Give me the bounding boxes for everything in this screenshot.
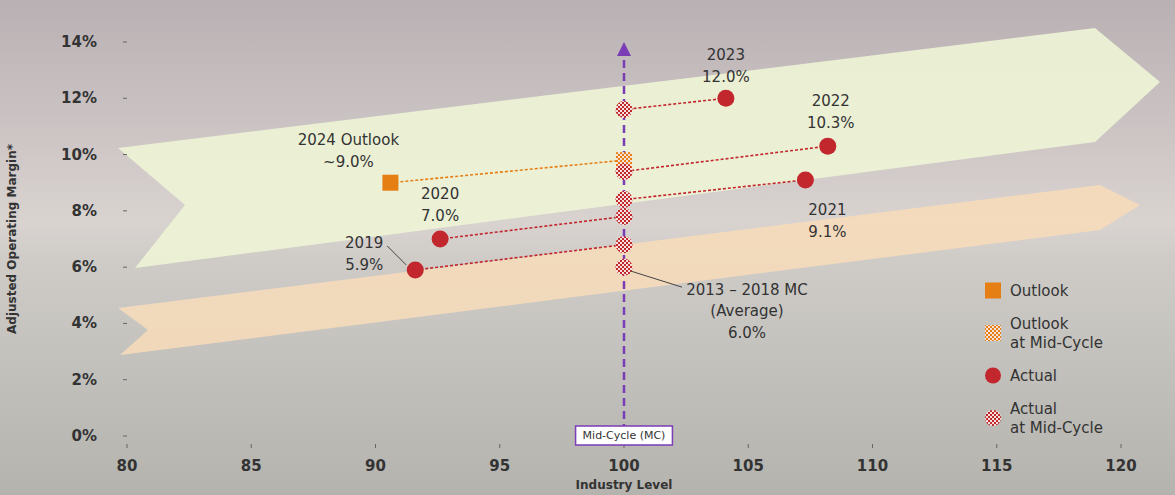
y-axis-title: Adjusted Operating Margin* <box>5 143 19 334</box>
value-label: ~9.0% <box>323 153 374 171</box>
labels: 2024 Outlook ~9.0% 2019 5.9% 2020 7.0% 2021 9.1… <box>298 46 855 342</box>
point <box>616 208 633 225</box>
point <box>616 101 633 118</box>
point <box>616 259 633 276</box>
x-tick <box>996 444 997 448</box>
x-tick <box>251 444 252 448</box>
x-tick <box>748 444 749 448</box>
y-tick <box>123 42 127 43</box>
y-tick <box>123 210 127 211</box>
y-tick <box>123 154 127 155</box>
point <box>797 171 814 188</box>
point-label: 2020 <box>421 185 459 203</box>
x-tick-label: 85 <box>241 457 262 475</box>
connector <box>624 180 805 200</box>
value-label: 9.1% <box>808 223 846 241</box>
point-label: 2021 <box>808 201 846 219</box>
point-label: 2019 <box>345 234 383 252</box>
y-tick <box>123 98 127 99</box>
point <box>432 231 449 248</box>
x-tick <box>499 444 500 448</box>
band-lower <box>118 185 1140 355</box>
legend-marker <box>985 325 1001 341</box>
connector <box>415 245 624 270</box>
y-tick <box>123 323 127 324</box>
y-tick-label: 6% <box>72 258 97 276</box>
legend-marker <box>985 410 1001 426</box>
y-tick-label: 10% <box>61 146 97 164</box>
legend-marker <box>985 283 1001 299</box>
point <box>616 236 633 253</box>
y-tick-label: 0% <box>72 427 97 445</box>
point <box>616 163 633 180</box>
point-label: 2024 Outlook <box>298 131 400 149</box>
y-tick <box>123 436 127 437</box>
x-tick-label: 110 <box>857 457 888 475</box>
value-label: 5.9% <box>345 256 383 274</box>
y-tick-label: 2% <box>72 371 97 389</box>
point <box>819 138 836 155</box>
leader-line <box>631 271 682 287</box>
legend-label: Actual <box>1010 367 1057 385</box>
x-tick <box>872 444 873 448</box>
mid-cycle-arrow <box>617 42 631 56</box>
point-label: 2022 <box>812 92 850 110</box>
legend-label: Actualat Mid-Cycle <box>1010 400 1103 437</box>
point <box>407 261 424 278</box>
y-tick-label: 4% <box>72 314 97 332</box>
y-tick-label: 8% <box>72 202 97 220</box>
x-axis-title: Industry Level <box>576 478 673 492</box>
leader-line <box>387 246 406 265</box>
x-tick-label: 115 <box>981 457 1012 475</box>
value-label: 10.3% <box>807 114 855 132</box>
legend-label: Outlook <box>1010 282 1069 300</box>
y-tick <box>123 379 127 380</box>
point-label: 2013 – 2018 MC(Average) <box>686 281 808 320</box>
point-label: 2023 <box>707 46 745 64</box>
x-tick-label: 105 <box>733 457 764 475</box>
y-tick-label: 14% <box>61 33 97 51</box>
legend-marker <box>985 368 1001 384</box>
value-label: 6.0% <box>728 324 766 342</box>
x-tick <box>375 444 376 448</box>
y-tick <box>123 267 127 268</box>
x-tick-label: 90 <box>365 457 386 475</box>
x-tick-label: 80 <box>117 457 138 475</box>
value-label: 7.0% <box>421 207 459 225</box>
mid-cycle-box <box>576 426 673 445</box>
x-tick-label: 100 <box>608 457 639 475</box>
plot-area <box>382 42 836 432</box>
point <box>382 175 398 191</box>
connector <box>390 160 624 183</box>
x-tick-label: 95 <box>489 457 510 475</box>
connector <box>624 98 726 109</box>
point <box>616 191 633 208</box>
legend: Outlook Outlookat Mid-Cycle Actual Actualat… <box>985 282 1103 437</box>
y-tick-label: 12% <box>61 89 97 107</box>
connector <box>624 146 828 171</box>
point <box>717 90 734 107</box>
legend-label: Outlookat Mid-Cycle <box>1010 315 1103 352</box>
x-tick <box>1121 444 1122 448</box>
value-label: 12.0% <box>702 68 750 86</box>
connector <box>440 216 624 239</box>
mid-cycle-label: Mid-Cycle (MC) <box>583 429 666 442</box>
x-tick <box>127 444 128 448</box>
background <box>0 0 1175 495</box>
x-tick-label: 120 <box>1105 457 1136 475</box>
